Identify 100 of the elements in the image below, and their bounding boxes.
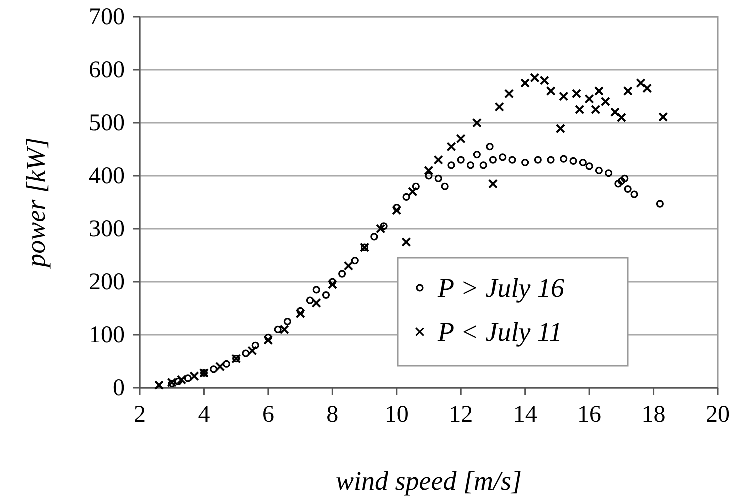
point <box>274 326 282 334</box>
point <box>600 96 610 107</box>
point <box>586 162 594 170</box>
y-tick-label: 300 <box>89 216 125 243</box>
point <box>222 360 230 368</box>
point <box>312 286 320 294</box>
y-tick-label: 400 <box>89 164 125 190</box>
point <box>508 156 516 164</box>
point <box>560 155 568 163</box>
point <box>623 86 633 96</box>
point <box>614 180 622 188</box>
point <box>504 89 514 99</box>
y-tick-label: 700 <box>89 4 125 31</box>
point <box>618 178 626 186</box>
legend-label: P < July 11 <box>437 317 562 347</box>
point <box>402 237 412 248</box>
y-tick-label: 600 <box>89 58 125 84</box>
point <box>579 158 587 167</box>
point <box>594 86 604 96</box>
point <box>376 224 386 234</box>
point <box>520 78 530 88</box>
x-tick-label: 2 <box>134 402 146 428</box>
point <box>610 108 620 118</box>
point <box>434 155 444 165</box>
point <box>472 118 482 128</box>
x-tick-label: 20 <box>706 402 730 428</box>
point <box>242 350 250 358</box>
x-axis-title: wind speed [m/s] <box>336 466 522 496</box>
point <box>456 134 466 144</box>
point <box>499 154 507 162</box>
point <box>546 86 556 96</box>
point <box>402 193 410 201</box>
point <box>434 174 442 182</box>
point <box>328 280 338 290</box>
point <box>636 78 646 88</box>
point <box>215 362 226 372</box>
point <box>210 366 218 374</box>
y-tick-label: 100 <box>89 322 125 349</box>
point <box>570 157 578 165</box>
y-tick-label: 500 <box>89 110 125 137</box>
point <box>494 102 504 112</box>
x-tick-label: 16 <box>578 402 602 428</box>
point <box>595 166 603 174</box>
point <box>446 142 456 152</box>
point <box>575 104 585 115</box>
point <box>658 112 668 122</box>
point <box>466 162 475 170</box>
x-tick-label: 8 <box>326 402 339 428</box>
point <box>591 104 601 115</box>
x-tick-label: 4 <box>198 402 210 428</box>
point <box>351 257 359 265</box>
point <box>547 156 555 164</box>
point <box>605 170 613 178</box>
point <box>264 334 272 342</box>
point <box>584 94 594 104</box>
point <box>656 200 664 208</box>
point <box>642 84 652 94</box>
point <box>174 378 182 386</box>
point <box>624 185 632 194</box>
point <box>322 291 330 300</box>
point <box>616 112 626 123</box>
point <box>559 92 569 102</box>
point <box>344 261 354 271</box>
x-tick-label: 18 <box>642 402 666 428</box>
point <box>457 156 465 164</box>
y-axis-title: power [kW] <box>21 138 51 270</box>
point <box>425 172 433 180</box>
point <box>486 143 494 151</box>
point <box>393 204 401 212</box>
point <box>370 233 378 241</box>
point <box>534 156 542 164</box>
point <box>154 380 164 390</box>
point <box>488 179 498 189</box>
y-tick-label: 200 <box>89 270 125 296</box>
point <box>380 222 388 230</box>
x-tick-label: 6 <box>262 402 274 428</box>
point <box>441 182 449 190</box>
point <box>338 270 346 278</box>
point <box>284 318 292 326</box>
x-tick-label: 12 <box>449 402 474 428</box>
point <box>424 166 434 176</box>
point <box>184 374 192 382</box>
x-tick-label: 10 <box>384 402 409 428</box>
point <box>480 162 488 170</box>
point <box>328 278 336 286</box>
point <box>489 156 498 164</box>
point <box>630 190 638 198</box>
y-tick-label: 0 <box>113 376 125 402</box>
point <box>556 124 566 134</box>
point <box>473 151 481 159</box>
point <box>296 307 304 315</box>
point <box>264 335 274 346</box>
point <box>621 174 629 182</box>
legend-label: P > July 16 <box>437 273 565 303</box>
point <box>522 158 530 167</box>
point <box>448 162 456 170</box>
point <box>392 206 402 216</box>
point <box>296 308 306 319</box>
x-tick-label: 14 <box>513 402 538 428</box>
point <box>572 89 582 99</box>
